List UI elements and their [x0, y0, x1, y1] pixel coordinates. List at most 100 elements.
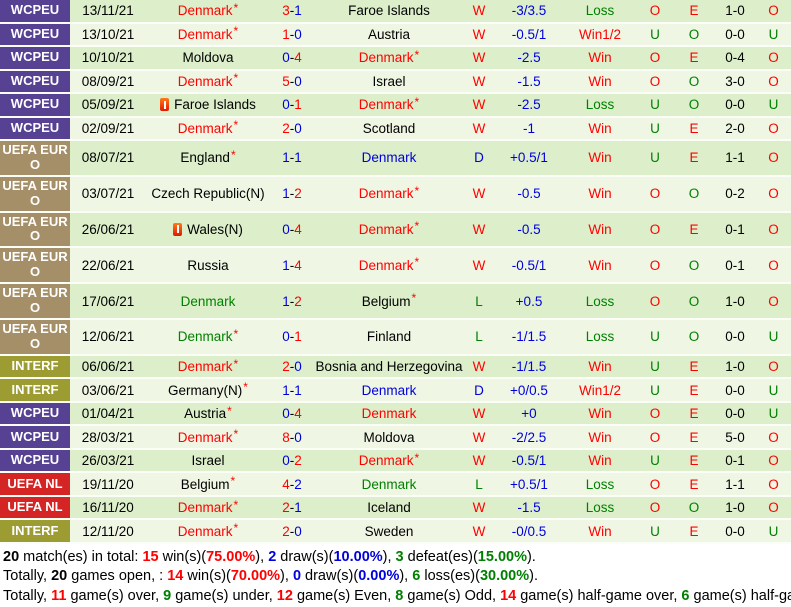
favorite-star: *	[233, 71, 239, 86]
competition-cell: UEFA EURO	[0, 176, 70, 211]
over-under-letter: U	[650, 26, 660, 42]
fulltime-score-cell: 3-1	[270, 0, 314, 22]
home-team-cell: Israel	[146, 450, 270, 472]
home-score: 2	[282, 359, 290, 375]
home-team-cell: Austria *	[146, 403, 270, 425]
result-letter: L	[475, 329, 483, 345]
score-separator: -	[289, 500, 295, 516]
halftime-over-under-letter: U	[768, 329, 779, 345]
date-cell: 10/10/21	[81, 50, 135, 66]
home-score: 1	[282, 26, 290, 42]
summary-line: Totally, 11 game(s) over, 9 game(s) unde…	[3, 587, 791, 607]
competition-cell: INTERF	[0, 520, 70, 542]
summary-segment: 11	[51, 587, 67, 604]
favorite-star: *	[414, 94, 420, 109]
competition-cell: WCPEU	[0, 94, 70, 116]
home-team-cell: Denmark *	[146, 356, 270, 378]
competition-cell: INTERF	[0, 355, 70, 378]
summary-segment: 70.00%	[230, 568, 281, 585]
result-letter: D	[474, 382, 484, 398]
handicap-result-cell: Loss	[564, 497, 636, 519]
away-score: 0	[294, 429, 302, 445]
fulltime-score-cell: 2-1	[270, 497, 314, 519]
away-team-cell: Scotland	[314, 118, 464, 140]
even-odd-letter: O	[688, 329, 700, 345]
handicap-cell: +0/0.5	[510, 382, 548, 398]
team-name: Moldova	[363, 429, 415, 445]
date-cell: 08/09/21	[81, 73, 135, 89]
result-letter: W	[472, 453, 486, 469]
handicap-result-cell: Loss	[564, 473, 636, 495]
score-separator: -	[289, 186, 295, 202]
home-score: 0	[282, 453, 290, 469]
handicap-result-cell: Win1/2	[564, 24, 636, 46]
favorite-star: *	[227, 403, 232, 418]
away-team-cell: Moldova	[314, 426, 464, 448]
summary-line: 20 match(es) in total: 15 win(s)(75.00%)…	[3, 548, 791, 568]
halftime-score-cell: 0-0	[725, 97, 745, 113]
over-under-cell: U	[636, 379, 674, 401]
competition-cell: WCPEU	[0, 117, 70, 139]
over-under-letter: O	[649, 186, 661, 202]
home-score: 0	[282, 406, 290, 422]
date-cell: 17/06/21	[81, 293, 135, 309]
over-under-letter: O	[649, 257, 661, 273]
halftime-over-under-letter: O	[768, 476, 779, 492]
result-letter: W	[472, 257, 486, 273]
match-row: WCPEU 13/11/21 Denmark * 3-1 Faroe Islands W -3…	[0, 0, 791, 24]
handicap-cell: -1.5	[517, 73, 541, 89]
team-name: Denmark	[177, 329, 233, 345]
team-name: Denmark	[361, 382, 417, 398]
halftime-over-under-cell: O	[756, 248, 791, 282]
home-score: 0	[282, 50, 290, 66]
result-cell: W	[464, 71, 494, 93]
away-team-cell: Finland	[314, 320, 464, 354]
handicap-result-cell: Win	[564, 426, 636, 448]
halftime-score-cell: 1-0	[725, 3, 745, 19]
summary-segment: Totally,	[3, 568, 52, 585]
red-card-icon	[160, 98, 170, 112]
team-name: Scotland	[362, 120, 416, 136]
away-score: 1	[294, 500, 302, 516]
handicap-cell: -0.5	[517, 221, 541, 237]
handicap-cell: -0/0.5	[511, 523, 547, 539]
halftime-score-cell: 0-0	[725, 26, 745, 42]
away-score: 4	[294, 257, 302, 273]
home-score: 2	[282, 120, 290, 136]
even-odd-letter: O	[688, 293, 700, 309]
halftime-over-under-cell: O	[756, 473, 791, 495]
summary-segment: 20	[3, 548, 20, 565]
result-cell: W	[464, 403, 494, 425]
summary-segment: 12	[276, 587, 293, 604]
away-score: 0	[294, 359, 302, 375]
score-separator: -	[289, 73, 295, 89]
handicap-result: Win	[588, 73, 612, 89]
home-team-cell: Denmark *	[146, 320, 270, 354]
handicap-result: Win	[588, 453, 612, 469]
handicap-result: Win	[588, 429, 612, 445]
team-name: Israel	[191, 453, 225, 469]
favorite-star: *	[414, 255, 420, 270]
away-team-cell: Denmark *	[314, 177, 464, 211]
even-odd-cell: O	[674, 177, 714, 211]
even-odd-cell: E	[674, 450, 714, 472]
team-name: Finland	[366, 329, 412, 345]
handicap-cell: -0.5/1	[511, 453, 547, 469]
over-under-letter: U	[650, 150, 660, 166]
result-cell: W	[464, 24, 494, 46]
team-name: Faroe Islands	[174, 97, 256, 113]
away-team-cell: Faroe Islands	[314, 0, 464, 22]
halftime-score-cell: 0-0	[725, 523, 745, 539]
halftime-score-cell: 0-0	[725, 329, 745, 345]
halftime-over-under-cell: O	[756, 426, 791, 448]
over-under-cell: U	[636, 94, 674, 116]
even-odd-cell: O	[674, 320, 714, 354]
home-score: 1	[282, 150, 290, 166]
home-team-cell: Denmark	[146, 284, 270, 318]
halftime-score-cell: 2-0	[725, 120, 745, 136]
summary-segment: 3	[395, 548, 404, 565]
competition-cell: WCPEU	[0, 426, 70, 448]
team-name: Denmark	[358, 186, 414, 202]
handicap-cell: +0.5/1	[510, 150, 548, 166]
